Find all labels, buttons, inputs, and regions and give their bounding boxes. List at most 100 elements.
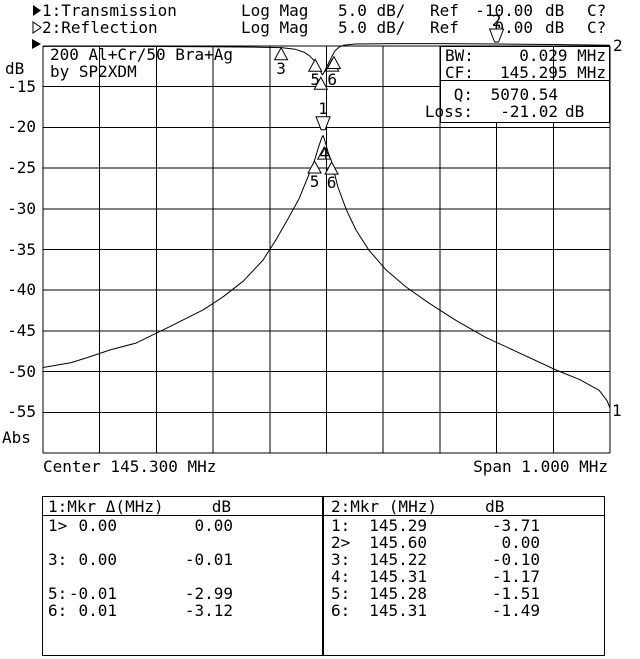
y-tick-label: -35 (7, 239, 36, 259)
channel-2-label: 2:Reflection (42, 18, 158, 37)
loss-label: Loss: (424, 102, 473, 121)
loss-unit: dB (565, 102, 585, 121)
table-row: 5: 145.28 -1.51 (324, 586, 604, 603)
table-cell: 3: (48, 550, 68, 569)
table-cell: 6: (331, 601, 351, 620)
y-axis-unit-label: dB (5, 59, 25, 78)
marker-4-ch1-symbol (316, 146, 332, 160)
table-cell: 145.22 (369, 550, 427, 569)
channel-1-active-pointer-icon (33, 5, 41, 16)
reference-level-pointer-icon (32, 39, 41, 49)
marker-6-ch1-symbol (324, 161, 339, 175)
table-cell: 145.31 (369, 601, 427, 620)
channel-1-ref-value: -10.00 (475, 1, 533, 20)
y-tick-label: -45 (7, 320, 36, 340)
table-cell: 3: (331, 550, 351, 569)
table-cell: -3.12 (184, 601, 233, 620)
bw-value: 0.029 MHz (519, 46, 606, 65)
marker-2-ch2-symbol (488, 28, 505, 43)
center-frequency-label: Center 145.300 MHz (43, 457, 217, 476)
table-cell: 1: (331, 516, 351, 535)
q-label: Q: (453, 85, 473, 104)
table-cell: -0.01 (68, 584, 117, 603)
table-cell: -0.01 (184, 550, 233, 569)
table-cell: -2.99 (184, 584, 233, 603)
table-cell: 5: (48, 584, 68, 603)
channel-1-format: Log Mag (241, 1, 309, 20)
trace-1-id-label: 1 (612, 401, 622, 420)
y-axis-bottom-label: Abs (2, 428, 31, 447)
marker-5-ch2-label: 5 (310, 70, 321, 90)
channel-2-ref-unit: dB (545, 18, 565, 37)
marker-table-ch1-separator (43, 515, 322, 516)
plot-title-line-2: by SP2XDM (50, 62, 137, 81)
table-row: 2> 145.60 0.00 (324, 535, 604, 552)
plot-title-line-1: 200 Al+Cr/50 Bra+Ag (50, 45, 234, 64)
table-cell: 4: (331, 567, 351, 586)
table-row: 1> 0.00 0.00 (43, 518, 322, 535)
table-row: 6: 0.01 -3.12 (43, 603, 322, 620)
table-cell: 145.28 (369, 584, 427, 603)
channel-2-ref-label: Ref (430, 18, 459, 37)
table-cell: 0.01 (78, 601, 117, 620)
channel-1-scale: 5.0 dB/ (338, 1, 406, 20)
table-row: 5: -0.01 -2.99 (43, 586, 322, 603)
readout-box-divider (553, 47, 554, 80)
table-cell: 145.31 (369, 567, 427, 586)
table-cell: -0.10 (491, 550, 540, 569)
marker-4-ch1-label: 4 (319, 144, 330, 164)
marker-table-ch2-separator (324, 515, 604, 516)
trace-ch1 (42, 135, 611, 409)
y-tick-label: -20 (7, 117, 36, 137)
bandwidth-readout-box: BW: 0.029 MHz CF: 145.295 MHz (440, 46, 610, 81)
marker-1-ch1-symbol (315, 116, 331, 131)
channel-2-pointer-icon (32, 21, 42, 34)
marker-6-ch1-label: 6 (326, 173, 337, 193)
table-cell: 0.00 (78, 516, 117, 535)
table-row: 3: 145.22 -0.10 (324, 552, 604, 569)
marker-table-ch2: 2:Mkr (MHz) dB 1: 145.29 -3.71 2> 145.60 0.00… (323, 496, 605, 656)
q-value: 5070.54 (490, 85, 558, 104)
marker-5-ch2-symbol (307, 58, 323, 72)
table-cell: -1.17 (491, 567, 540, 586)
table-cell: 0.00 (78, 550, 117, 569)
marker-table-ch1: 1:Mkr Δ(MHz) dB 1> 0.00 0.00 3: 0.00 -0.01 5: -… (42, 496, 323, 656)
marker-4-ch2-symbol (326, 55, 342, 69)
channel-2-ref-value: 0.00 (494, 18, 533, 37)
marker-table-ch1-header: 1:Mkr Δ(MHz) dB (48, 497, 232, 516)
channel-2-cal-status: C? (587, 18, 607, 37)
table-cell: 0.00 (501, 533, 540, 552)
bw-label: BW: (445, 46, 474, 65)
trace-2-id-label: 2 (613, 36, 623, 55)
marker-6-ch2-label: 6 (327, 70, 338, 90)
table-cell: 0.00 (194, 516, 233, 535)
cf-value: 145.295 MHz (500, 63, 606, 82)
marker-table-ch2-header: 2:Mkr (MHz) dB (331, 497, 505, 516)
table-cell: 145.29 (369, 516, 427, 535)
marker-1-ch1-label: 1 (318, 98, 328, 118)
loss-value: -21.02 (500, 102, 558, 121)
table-row: 1: 145.29 -3.71 (324, 518, 604, 535)
y-tick-label: -30 (7, 198, 36, 218)
table-row: 3: 0.00 -0.01 (43, 552, 322, 569)
marker-5-ch1-symbol (307, 159, 322, 174)
table-cell: -1.49 (491, 601, 540, 620)
channel-2-format: Log Mag (241, 18, 309, 37)
channel-1-ref-label: Ref (430, 1, 459, 20)
channel-2-scale: 5.0 dB/ (338, 18, 406, 37)
marker-3-ch2-symbol (273, 46, 289, 61)
table-cell: 5: (331, 584, 351, 603)
channel-1-label: 1:Transmission (42, 1, 177, 20)
span-label: Span 1.000 MHz (473, 457, 608, 476)
marker-5-ch1-label: 5 (309, 172, 320, 191)
channel-1-ref-unit: dB (545, 1, 565, 20)
channel-1-cal-status: C? (587, 1, 607, 20)
marker-3-ch2-label: 3 (276, 58, 286, 78)
table-cell: 2> (331, 533, 351, 552)
table-cell: 1> (48, 516, 68, 535)
q-loss-readout-box: Q: 5070.54 Loss: -21.02 dB (425, 80, 610, 123)
y-tick-label: -55 (7, 402, 36, 422)
y-tick-label: -15 (7, 76, 36, 96)
